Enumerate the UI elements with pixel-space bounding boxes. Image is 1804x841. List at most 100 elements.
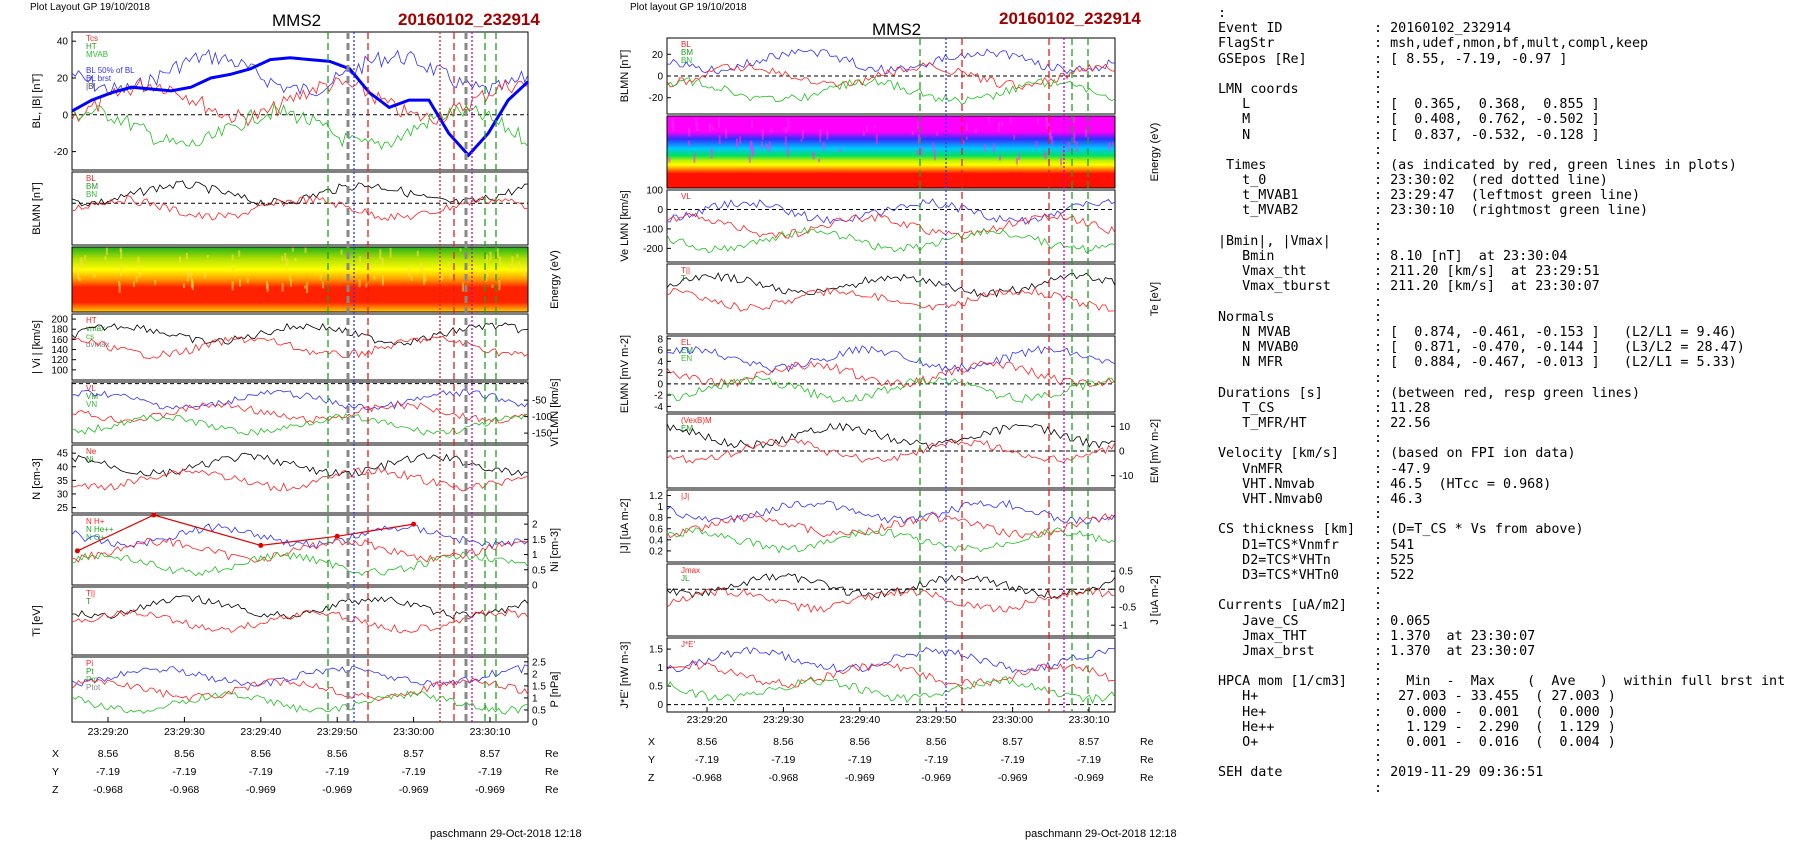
spectrogram [667,116,1115,188]
y-tick-label: 0.5 [1119,567,1133,578]
orbit-row-label: Z [52,784,59,796]
y-tick-label: 8 [657,334,663,345]
summary-value: : [1374,142,1383,158]
spectrogram-speck [485,278,488,282]
spectrogram-speck [281,255,284,261]
summary-row: : [1218,219,1798,234]
summary-row: : [1218,143,1798,158]
spectrogram-speck [987,116,990,123]
summary-value: : [1374,370,1383,386]
spectrogram-speck [371,267,374,272]
spectrogram-speck [1084,129,1087,137]
orbit-value: 8.56 [850,736,871,748]
summary-key: M [1218,112,1251,128]
orbit-unit: Re [545,748,559,760]
spectrogram-speck [105,247,108,255]
spectrogram-speck [447,261,450,272]
time-tick-label: 23:29:40 [839,714,880,726]
spectrogram-speck [119,265,122,277]
time-tick-label: 23:29:50 [916,714,957,726]
y-tick-label: 1.2 [649,491,663,502]
summary-row: HPCA mom [1/cm3]: Min - Max ( Ave ) with… [1218,674,1798,689]
spectrogram-speck [818,158,821,163]
orbit-value: -7.19 [249,766,273,778]
spectrogram-speck [822,141,825,151]
series-line [71,56,530,158]
spectrogram-speck [93,273,96,278]
y-tick-label: 40 [57,37,69,48]
spectrogram-speck [496,248,499,258]
spectrogram-speck [932,142,935,151]
orbit-value: -0.969 [399,784,429,796]
summary-key: D1=TCS*Vnmfr [1218,537,1339,553]
y-axis-label: J*E' [nW m-3] [619,642,631,709]
summary-key: Velocity [km/s] [1218,446,1339,462]
orbit-unit: Re [1140,754,1154,766]
orbit-value: -0.969 [998,772,1028,784]
spectrogram-speck [423,271,426,277]
summary-key: VHT.Nmvab0 [1218,492,1323,507]
orbit-value: -0.968 [93,784,123,796]
summary-key: O+ [1218,735,1259,750]
legend-entry: HT [86,316,97,325]
spectrogram-speck [812,151,815,156]
summary-value: : [1374,507,1383,523]
panel-frame [71,514,529,586]
spectrogram-speck [78,277,81,282]
spectrogram-speck [936,132,939,136]
spectrogram-speck [1009,117,1012,125]
left-panel-8: Ti [eV] T||T [31,586,529,656]
summary-row: : [1218,507,1798,522]
y-tick-label: 100 [51,365,68,376]
summary-value: : 1.370 at 23:30:07 [1374,643,1536,659]
trace-line [71,537,529,563]
panel-frame [71,246,529,313]
panel-frame [71,171,529,246]
trace-line [71,77,529,127]
summary-key: : [1218,6,1227,21]
legend-entry: Ne [86,447,97,456]
spectrogram-speck [750,120,753,129]
spectrogram-speck [1072,116,1075,123]
spectrogram-speck [1060,157,1063,166]
spectrogram-speck [1037,118,1040,125]
legend-entry: T [86,597,91,606]
spectrogram-speck [389,247,392,258]
spectrogram-speck [410,275,413,281]
panel-frame [666,637,1116,713]
y-axis-label: Ve LMN [km/s] [619,190,631,262]
spectrogram-speck [304,285,307,289]
right-panel-2: Energy (eV) [666,115,1161,189]
spectrogram-speck [672,122,675,132]
spectrogram-speck [839,148,842,152]
spectrogram-speck [420,262,423,271]
panel-frame [71,656,529,723]
summary-row: : [1218,6,1798,21]
y-tick-label: 0.2 [649,546,663,557]
summary-value: : (between red, resp green lines) [1374,385,1641,401]
summary-value: : -47.9 [1374,461,1431,477]
y-tick-label: 35 [57,476,69,487]
orbit-value: 8.56 [98,748,119,760]
y-axis-label: Energy (eV) [1149,123,1161,182]
orbit-value: 8.56 [697,736,718,748]
legend-entry: EM [681,346,693,355]
trace-line [666,226,1116,254]
spectrogram-speck [246,277,249,284]
orbit-row-label: X [52,748,59,760]
summary-value: : 27.003 - 33.455 ( 27.003 ) [1374,689,1616,705]
spectrogram-speck [787,121,790,130]
spectrogram-speck [718,135,721,145]
trace-line [71,322,529,346]
spectrogram-speck [281,283,284,292]
spectrogram-speck [761,141,764,149]
y-tick-label: 40 [57,462,69,473]
spectrogram-speck [718,118,721,129]
time-tick-label: 23:29:30 [164,726,205,738]
summary-key: |Bmin|, |Vmax| [1218,233,1331,249]
summary-key: t_MVAB2 [1218,203,1299,219]
trace-line [666,438,1116,464]
y-tick-label: 2 [657,368,663,379]
summary-key: VHT.Nmvab [1218,476,1315,492]
